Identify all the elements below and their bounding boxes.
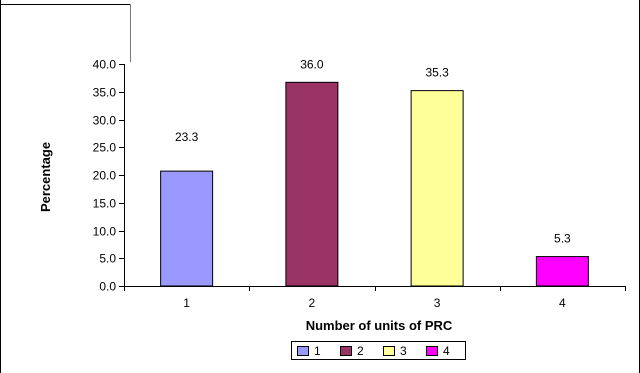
- bar-3: [410, 90, 464, 287]
- y-tick-label: 25.0: [93, 141, 117, 155]
- x-tick-label: 4: [559, 296, 566, 310]
- y-tick-label: 20.0: [93, 169, 117, 183]
- legend: 1 2 3 4: [291, 341, 466, 360]
- bar-1: [160, 170, 214, 287]
- y-tick-label: 35.0: [93, 86, 117, 100]
- data-label: 36.0: [300, 57, 324, 71]
- x-tick-label: 1: [183, 296, 190, 310]
- y-tick-label: 15.0: [93, 197, 117, 211]
- data-labels: 23.3 36.0 35.3 5.3: [175, 57, 571, 245]
- legend-box: [291, 341, 466, 360]
- y-tick-label: 40.0: [93, 58, 117, 72]
- legend-swatch-2: [340, 346, 352, 356]
- bar-2: [285, 81, 339, 287]
- x-axis-title: Number of units of PRC: [306, 318, 453, 333]
- y-tick-label: 30.0: [93, 114, 117, 128]
- data-label: 23.3: [175, 130, 199, 144]
- bar-4: [535, 256, 589, 287]
- y-tick-label: 5.0: [99, 252, 116, 266]
- legend-label: 1: [314, 344, 321, 358]
- x-tick-label: 3: [434, 296, 441, 310]
- legend-label: 4: [443, 344, 450, 358]
- y-axis-title: Percentage: [38, 142, 53, 212]
- x-tick-label: 2: [309, 296, 316, 310]
- data-label: 35.3: [425, 66, 449, 80]
- y-tick-label: 0.0: [99, 280, 116, 294]
- legend-swatch-4: [426, 346, 438, 356]
- legend-label: 2: [357, 344, 364, 358]
- data-label: 5.3: [554, 232, 571, 246]
- legend-swatch-3: [383, 346, 395, 356]
- legend-label: 3: [400, 344, 407, 358]
- legend-swatch-1: [297, 346, 309, 356]
- y-tick-label: 10.0: [93, 225, 117, 239]
- bars: [160, 81, 589, 287]
